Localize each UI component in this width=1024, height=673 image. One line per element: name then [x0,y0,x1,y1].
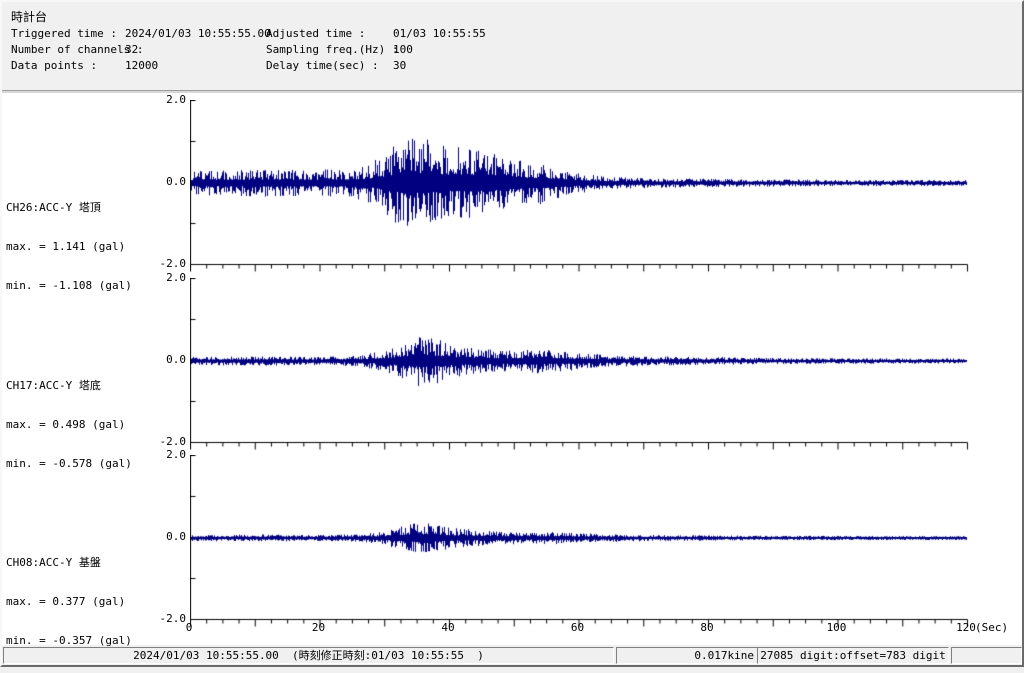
waveform-canvas-ch17 [190,278,970,452]
x-tick-label: 20 [311,621,326,634]
delay-time-value: 30 [393,59,407,72]
waveform-canvas-ch26 [190,100,970,274]
window-title: 時計台 [11,10,48,24]
status-bar: 2024/01/03 10:55:55.00 (時刻修正時刻:01/03 10:… [2,646,1022,665]
triggered-time-label: Triggered time : [11,27,117,40]
y-tick-label: -2.0 [159,257,187,270]
triggered-time-value: 2024/01/03 10:55:55.00 [125,27,271,40]
channel-min: min. = -1.108 (gal) [6,279,132,292]
x-tick-label: 120 [956,621,976,634]
sampling-freq-label: Sampling freq.(Hz) : [266,43,399,56]
y-tick-label: 2.0 [166,448,186,461]
waveform-chart-area: CH26:ACC-Y 塔頂 max. = 1.141 (gal) min. = … [2,93,1022,647]
waveform-canvas-ch08 [190,455,970,629]
x-tick-label: 80 [700,621,714,634]
sampling-freq-value: 100 [393,43,413,56]
x-tick-label: 60 [570,621,585,634]
channel-name: CH26:ACC-Y 塔頂 [6,201,101,214]
channel-max: max. = 0.377 (gal) [6,595,126,608]
x-axis-unit-label: (Sec) [975,621,1009,634]
y-tick-label: -2.0 [159,612,187,625]
adjusted-time-value: 01/03 10:55:55 [393,27,486,40]
channel-min: min. = -0.578 (gal) [6,457,132,470]
y-tick-label: 2.0 [166,93,186,106]
y-tick-label: 2.0 [166,271,186,284]
channel-max: max. = 1.141 (gal) [6,240,126,253]
channel-info-ch26: CH26:ACC-Y 塔頂 max. = 1.141 (gal) min. = … [6,175,186,318]
y-tick-label: 0.0 [166,175,186,188]
channel-min: min. = -0.357 (gal) [6,634,132,647]
x-tick-label: 40 [441,621,455,634]
status-digit-panel: 27085 digit:offset=783 digit [757,647,949,664]
y-tick-label: 0.0 [166,353,186,366]
header-panel: 時計台 Triggered time : 2024/01/03 10:55:55… [3,2,1019,88]
channel-count-value: 32 [125,43,139,56]
channel-name: CH17:ACC-Y 塔底 [6,379,101,392]
y-tick-label: 0.0 [166,530,186,543]
adjusted-time-label: Adjusted time : [266,27,366,40]
channel-max: max. = 0.498 (gal) [6,418,126,431]
channel-info-ch08: CH08:ACC-Y 基盤 max. = 0.377 (gal) min. = … [6,530,186,673]
status-datetime-panel: 2024/01/03 10:55:55.00 (時刻修正時刻:01/03 10:… [3,647,614,664]
status-kine-panel: 0.017kine [616,647,760,664]
x-tick-label: 100 [826,621,847,634]
delay-time-label: Delay time(sec) : [266,59,379,72]
channel-name: CH08:ACC-Y 基盤 [6,556,101,569]
channel-count-label: Number of channels : [11,43,144,56]
channel-info-ch17: CH17:ACC-Y 塔底 max. = 0.498 (gal) min. = … [6,353,186,496]
status-empty-panel [951,647,1022,664]
data-points-label: Data points : [11,59,98,72]
y-tick-label: -2.0 [159,435,187,448]
data-points-value: 12000 [125,59,159,72]
x-tick-label: 0 [185,621,193,634]
